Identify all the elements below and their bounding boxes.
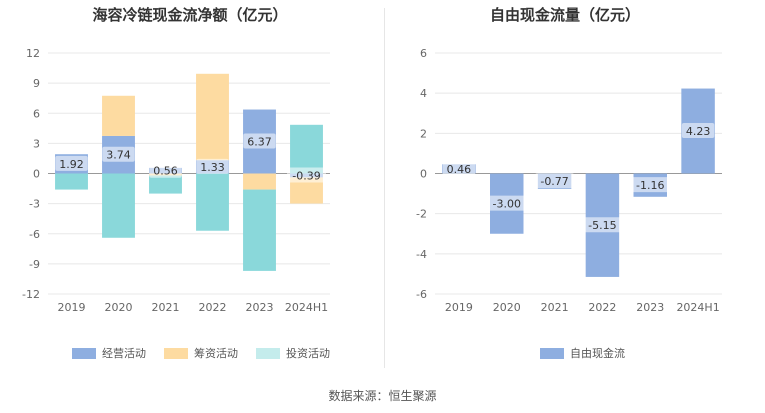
chart1-bar-筹资活动-2022 (196, 73, 229, 161)
legend-label-operating: 经营活动 (102, 347, 146, 360)
chart1-y-tick-label: 0 (33, 168, 40, 181)
chart1-data-label: 1.92 (59, 158, 84, 171)
chart1-bar-投资活动-2021 (149, 175, 182, 194)
chart2-x-tick-label: 2023 (636, 301, 664, 314)
chart1-data-label: -0.39 (292, 169, 320, 182)
chart1-bar-筹资活动-2020 (102, 95, 135, 136)
chart1-bar-筹资活动-2023 (243, 173, 276, 190)
legend-swatch-operating (72, 347, 96, 359)
chart1-x-tick-label: 2021 (152, 301, 180, 314)
chart2-x-tick-label: 2022 (588, 301, 616, 314)
data-source: 数据来源：恒生聚源 (328, 389, 437, 403)
chart1-data-label-bg (55, 155, 88, 171)
chart2-data-label: -0.77 (540, 175, 568, 188)
chart1-bar-投资活动-2024H1 (290, 124, 323, 174)
chart1-x-tick-label: 2023 (246, 301, 274, 314)
chart1-x-tick-label: 2022 (199, 301, 227, 314)
legend-label-investing: 投资活动 (286, 347, 330, 360)
chart2-data-label-bg (442, 160, 476, 176)
chart2-y-tick-label: 4 (420, 87, 427, 100)
legend-swatch-financing (164, 347, 188, 359)
chart1-y-tick-label: 9 (33, 77, 40, 90)
chart2-data-label-bg (630, 177, 670, 193)
chart2-data-label: -5.15 (588, 219, 616, 232)
legend-item-operating: 经营活动 (72, 345, 146, 361)
legend-swatch-investing (256, 347, 280, 359)
chart1-data-label-bg (243, 133, 276, 149)
chart2-data-label-bg (582, 217, 622, 233)
chart1-data-label: 0.56 (153, 165, 178, 178)
chart2-data-label: 0.46 (447, 163, 472, 176)
chart1-bar-投资活动-2023 (243, 189, 276, 271)
chart1-bar-投资活动-2020 (102, 173, 135, 238)
chart2-legend: 自由现金流 (540, 345, 625, 361)
chart1-y-tick-label: -6 (29, 228, 40, 241)
chart2-data-label: 4.23 (686, 125, 711, 138)
legend-swatch-fcf (540, 347, 564, 359)
chart2-x-tick-label: 2019 (445, 301, 473, 314)
chart1-legend: 经营活动 筹资活动 投资活动 (72, 345, 330, 361)
chart1-y-tick-label: 3 (33, 137, 40, 150)
chart1-y-tick-label: -9 (29, 258, 40, 271)
chart2-data-label-bg (535, 173, 575, 189)
chart2-title: 自由现金流量（亿元） (489, 6, 640, 24)
chart2-x-tick-label: 2020 (493, 301, 521, 314)
legend-item-fcf: 自由现金流 (540, 345, 625, 361)
chart1-y-tick-label: 12 (26, 47, 40, 60)
chart1-data-label-bg (196, 158, 229, 174)
chart1-bar-投资活动-2019 (55, 173, 88, 190)
chart1-data-label-bg (149, 162, 182, 178)
chart2-y-tick-label: -2 (416, 208, 427, 221)
chart2-y-tick-label: 2 (420, 127, 427, 140)
charts-canvas: 12 9 6 3 0 -3 -6 -9 -12 2019 1.92 2020 3.74 2021 0.56 2… (22, 47, 722, 314)
chart2-data-label: -1.16 (636, 179, 664, 192)
chart2-y-tick-label: 6 (420, 47, 427, 60)
legend-item-financing: 筹资活动 (164, 345, 238, 361)
chart1-x-tick-label: 2024H1 (285, 301, 328, 314)
chart2-x-tick-label: 2021 (541, 301, 569, 314)
chart2-data-label: -3.00 (493, 198, 521, 211)
chart1-data-label-bg (102, 146, 135, 162)
chart1-data-label: 1.33 (200, 161, 225, 174)
chart1-data-label: 3.74 (106, 149, 131, 162)
chart1-y-tick-label: -12 (22, 288, 40, 301)
chart1-y-tick-label: 6 (33, 107, 40, 120)
legend-label-financing: 筹资活动 (194, 347, 238, 360)
chart1-data-label: 6.37 (247, 136, 272, 149)
chart2-data-label-bg (487, 195, 527, 211)
chart1-y-tick-label: -3 (29, 198, 40, 211)
chart1-bar-投资活动-2022 (196, 173, 229, 231)
chart1-x-tick-label: 2020 (105, 301, 133, 314)
legend-label-fcf: 自由现金流 (570, 347, 625, 360)
chart2-y-tick-label: 0 (420, 168, 427, 181)
chart1-x-tick-label: 2019 (58, 301, 86, 314)
chart1-title: 海容冷链现金流净额（亿元） (92, 6, 288, 24)
chart1-data-label-bg (287, 167, 326, 183)
chart2-y-tick-label: -4 (416, 248, 427, 261)
legend-item-investing: 投资活动 (256, 345, 330, 361)
chart-divider (384, 8, 385, 368)
chart2-data-label-bg (681, 123, 715, 139)
chart2-y-tick-label: -6 (416, 288, 427, 301)
chart2-x-tick-label: 2024H1 (676, 301, 719, 314)
